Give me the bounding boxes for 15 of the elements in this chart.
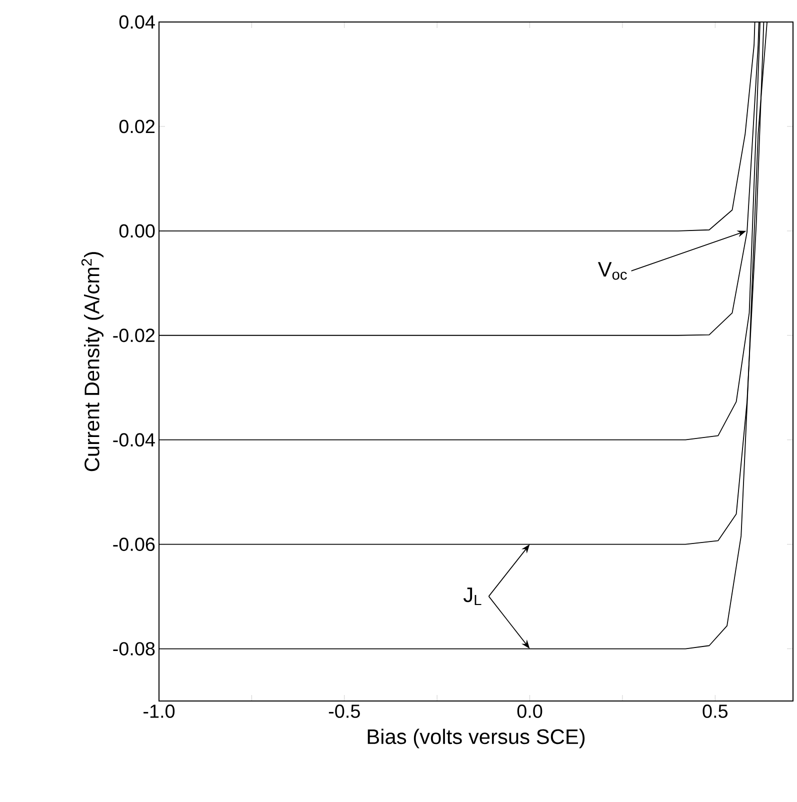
annotation: V$_{oc}$ <box>598 262 627 280</box>
y-tick-label: -0.02 <box>113 328 155 342</box>
y-tick-label: -0.04 <box>113 433 155 447</box>
y-tick-label: -0.06 <box>113 538 155 552</box>
x-tick-label: -0.5 <box>328 704 360 718</box>
x-axis-title: Bias (volts versus SCE) <box>368 728 585 748</box>
y-tick-label: 0.02 <box>119 120 155 134</box>
y-tick-label: 0.00 <box>119 224 155 238</box>
x-tick-label: 0.5 <box>702 704 728 718</box>
y-tick-label: 0.04 <box>119 15 155 29</box>
y-tick-label: -0.08 <box>113 642 155 656</box>
annotation: J$_{L}$ <box>463 588 482 606</box>
x-tick-label: -1.0 <box>144 704 175 718</box>
x-tick-label: 0.0 <box>517 704 542 718</box>
y-axis-title: Current Density (A/cm$^{2}$) <box>81 252 104 472</box>
